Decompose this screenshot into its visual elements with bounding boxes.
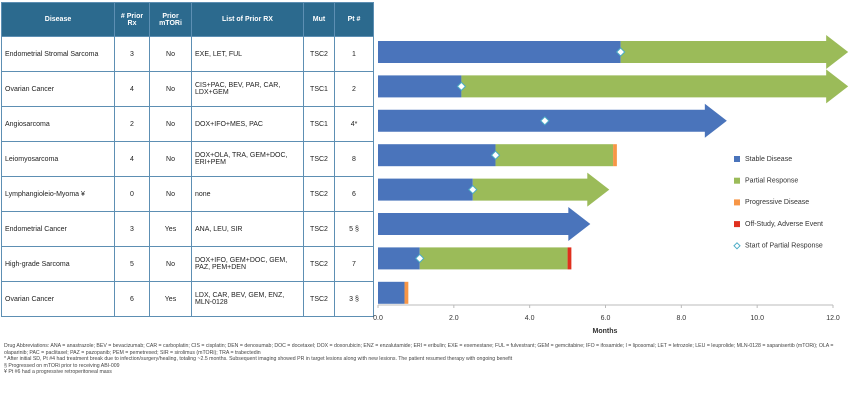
table-cell: 4 xyxy=(114,71,150,107)
table-row: Endometrial Stromal Sarcoma 3 No EXE, LET, … xyxy=(1,36,374,72)
table-cell: Lymphangioleio-Myoma ¥ xyxy=(1,176,115,212)
legend-swatch xyxy=(734,156,740,162)
footnotes: Drug Abbreviations: ANA = anastrazole; B… xyxy=(4,343,834,376)
table-cell: 4* xyxy=(334,106,374,142)
table-cell: 5 § xyxy=(334,211,374,247)
table-cell: 6 xyxy=(334,176,374,212)
bar-arrow xyxy=(461,69,849,104)
bar-segment xyxy=(495,144,614,167)
swimmer-chart: Months 0.0 2.0 4.0 6.0 8.0 10.0 12.0 Stable Dis… xyxy=(373,35,849,335)
bar-arrow xyxy=(378,103,727,138)
table-cell: 1 xyxy=(334,36,374,72)
bar-segment xyxy=(567,247,572,270)
table-cell: CIS+PAC, BEV, PAR, CAR, LDX+GEM xyxy=(191,71,304,107)
column-header: Mut xyxy=(303,2,335,37)
table-cell: Ovarian Cancer xyxy=(1,71,115,107)
bar-segment xyxy=(378,281,405,304)
bar-segment xyxy=(419,247,568,270)
table-cell: High-grade Sarcoma xyxy=(1,246,115,282)
table-row: Lymphangioleio-Myoma ¥0 No none TSC2 6 xyxy=(1,176,374,212)
response-marker xyxy=(415,253,425,264)
x-axis-title: Months xyxy=(593,328,618,335)
x-tick-label: 6.0 xyxy=(601,315,611,322)
bar-segment xyxy=(404,281,409,304)
table-cell: LDX, CAR, BEV, GEM, ENZ, MLN-0128 xyxy=(191,281,304,317)
bar-arrow xyxy=(378,207,591,241)
table-cell: No xyxy=(149,246,192,282)
table-row: Angiosarcoma 2 No DOX+IFO+MES, PAC TSC1 4* xyxy=(1,106,374,142)
table-cell: No xyxy=(149,71,192,107)
legend-label: Partial Response xyxy=(745,178,798,185)
legend-label: Stable Disease xyxy=(745,156,792,163)
legend-label: Start of Partial Response xyxy=(745,243,823,250)
table-cell: DOX+IFO+MES, PAC xyxy=(191,106,304,142)
footnote: ¥ Pt #6 had a progressive retroperitonea… xyxy=(4,369,112,376)
table-cell: TSC2 xyxy=(303,141,335,177)
column-header: Prior mTORi xyxy=(149,2,192,37)
bar-segment xyxy=(378,144,496,167)
bar-arrow xyxy=(472,172,610,207)
bar-arrow xyxy=(620,35,849,69)
table-cell: DOX+IFO, GEM+DOC, GEM, PAZ, PEM+DEN xyxy=(191,246,304,282)
legend-swatch xyxy=(734,221,740,228)
table-cell: 4 xyxy=(114,141,150,177)
response-marker xyxy=(490,150,501,160)
table-cell: TSC2 xyxy=(303,281,335,317)
table-cell: 7 xyxy=(334,246,374,282)
table-cell: 3 § xyxy=(334,281,374,317)
table-cell: 8 xyxy=(334,141,374,177)
table-cell: TSC2 xyxy=(303,36,335,72)
x-tick-label: 0.0 xyxy=(373,315,383,322)
table-row: Ovarian Cancer 4 No CIS+PAC, BEV, PAR, CAR,… xyxy=(1,71,374,107)
table-cell: Yes xyxy=(149,281,192,317)
table-cell: TSC2 xyxy=(303,211,335,247)
footnote: § Progressed on mTORi prior to receiving… xyxy=(4,362,120,369)
legend-swatch xyxy=(734,199,740,206)
table-header: Disease # Prior Rx Prior mTORi List of Prio… xyxy=(1,2,374,37)
x-tick-label: 4.0 xyxy=(525,315,535,322)
table-cell: 6 xyxy=(114,281,150,317)
response-marker xyxy=(615,47,626,57)
response-marker xyxy=(456,81,467,92)
footnote: Drug Abbreviations: ANA = anastrazole; B… xyxy=(4,343,834,356)
legend-marker xyxy=(733,242,741,250)
table-cell: No xyxy=(149,106,192,142)
table-row: Ovarian Cancer 6 Yes LDX, CAR, BEV, GEM, EN… xyxy=(1,281,374,317)
patient-table: Disease # Prior Rx Prior mTORi List of Prio… xyxy=(1,2,374,317)
table-cell: TSC1 xyxy=(303,71,335,107)
column-header: List of Prior RX xyxy=(191,2,304,37)
table-cell: Angiosarcoma xyxy=(1,106,115,142)
table-cell: TSC2 xyxy=(303,246,335,282)
table-cell: TSC2 xyxy=(303,176,335,212)
legend-label: Progressive Disease xyxy=(745,199,809,206)
response-marker xyxy=(468,184,478,195)
x-tick-label: 12.0 xyxy=(826,315,840,322)
response-marker xyxy=(540,116,550,126)
bar-segment xyxy=(378,75,462,98)
column-header: Disease xyxy=(1,2,115,37)
table-cell: Endometrial Cancer xyxy=(1,211,115,247)
table-cell: No xyxy=(149,36,192,72)
table-cell: Ovarian Cancer xyxy=(1,281,115,317)
bar-segment xyxy=(378,41,621,63)
x-tick-label: 8.0 xyxy=(676,315,686,322)
legend-swatch xyxy=(734,177,740,184)
bar-segment xyxy=(613,144,617,167)
x-tick-label: 10.0 xyxy=(750,315,764,322)
table-row: Leiomyosarcoma 4 No DOX+OLA, TRA, GEM+DOC, … xyxy=(1,141,374,177)
column-header: Pt # xyxy=(334,2,374,37)
table-body: Endometrial Stromal Sarcoma 3 No EXE, LET, … xyxy=(1,36,374,317)
x-tick-label: 2.0 xyxy=(449,315,459,322)
table-row: High-grade Sarcoma 5 No DOX+IFO, GEM+DOC, G… xyxy=(1,246,374,282)
bar-segment xyxy=(378,247,420,270)
bar-segment xyxy=(378,178,473,201)
footnote: * After initial SD, Pt #4 had treatment … xyxy=(4,356,513,363)
legend-label: Off-Study, Adverse Event xyxy=(745,221,823,228)
